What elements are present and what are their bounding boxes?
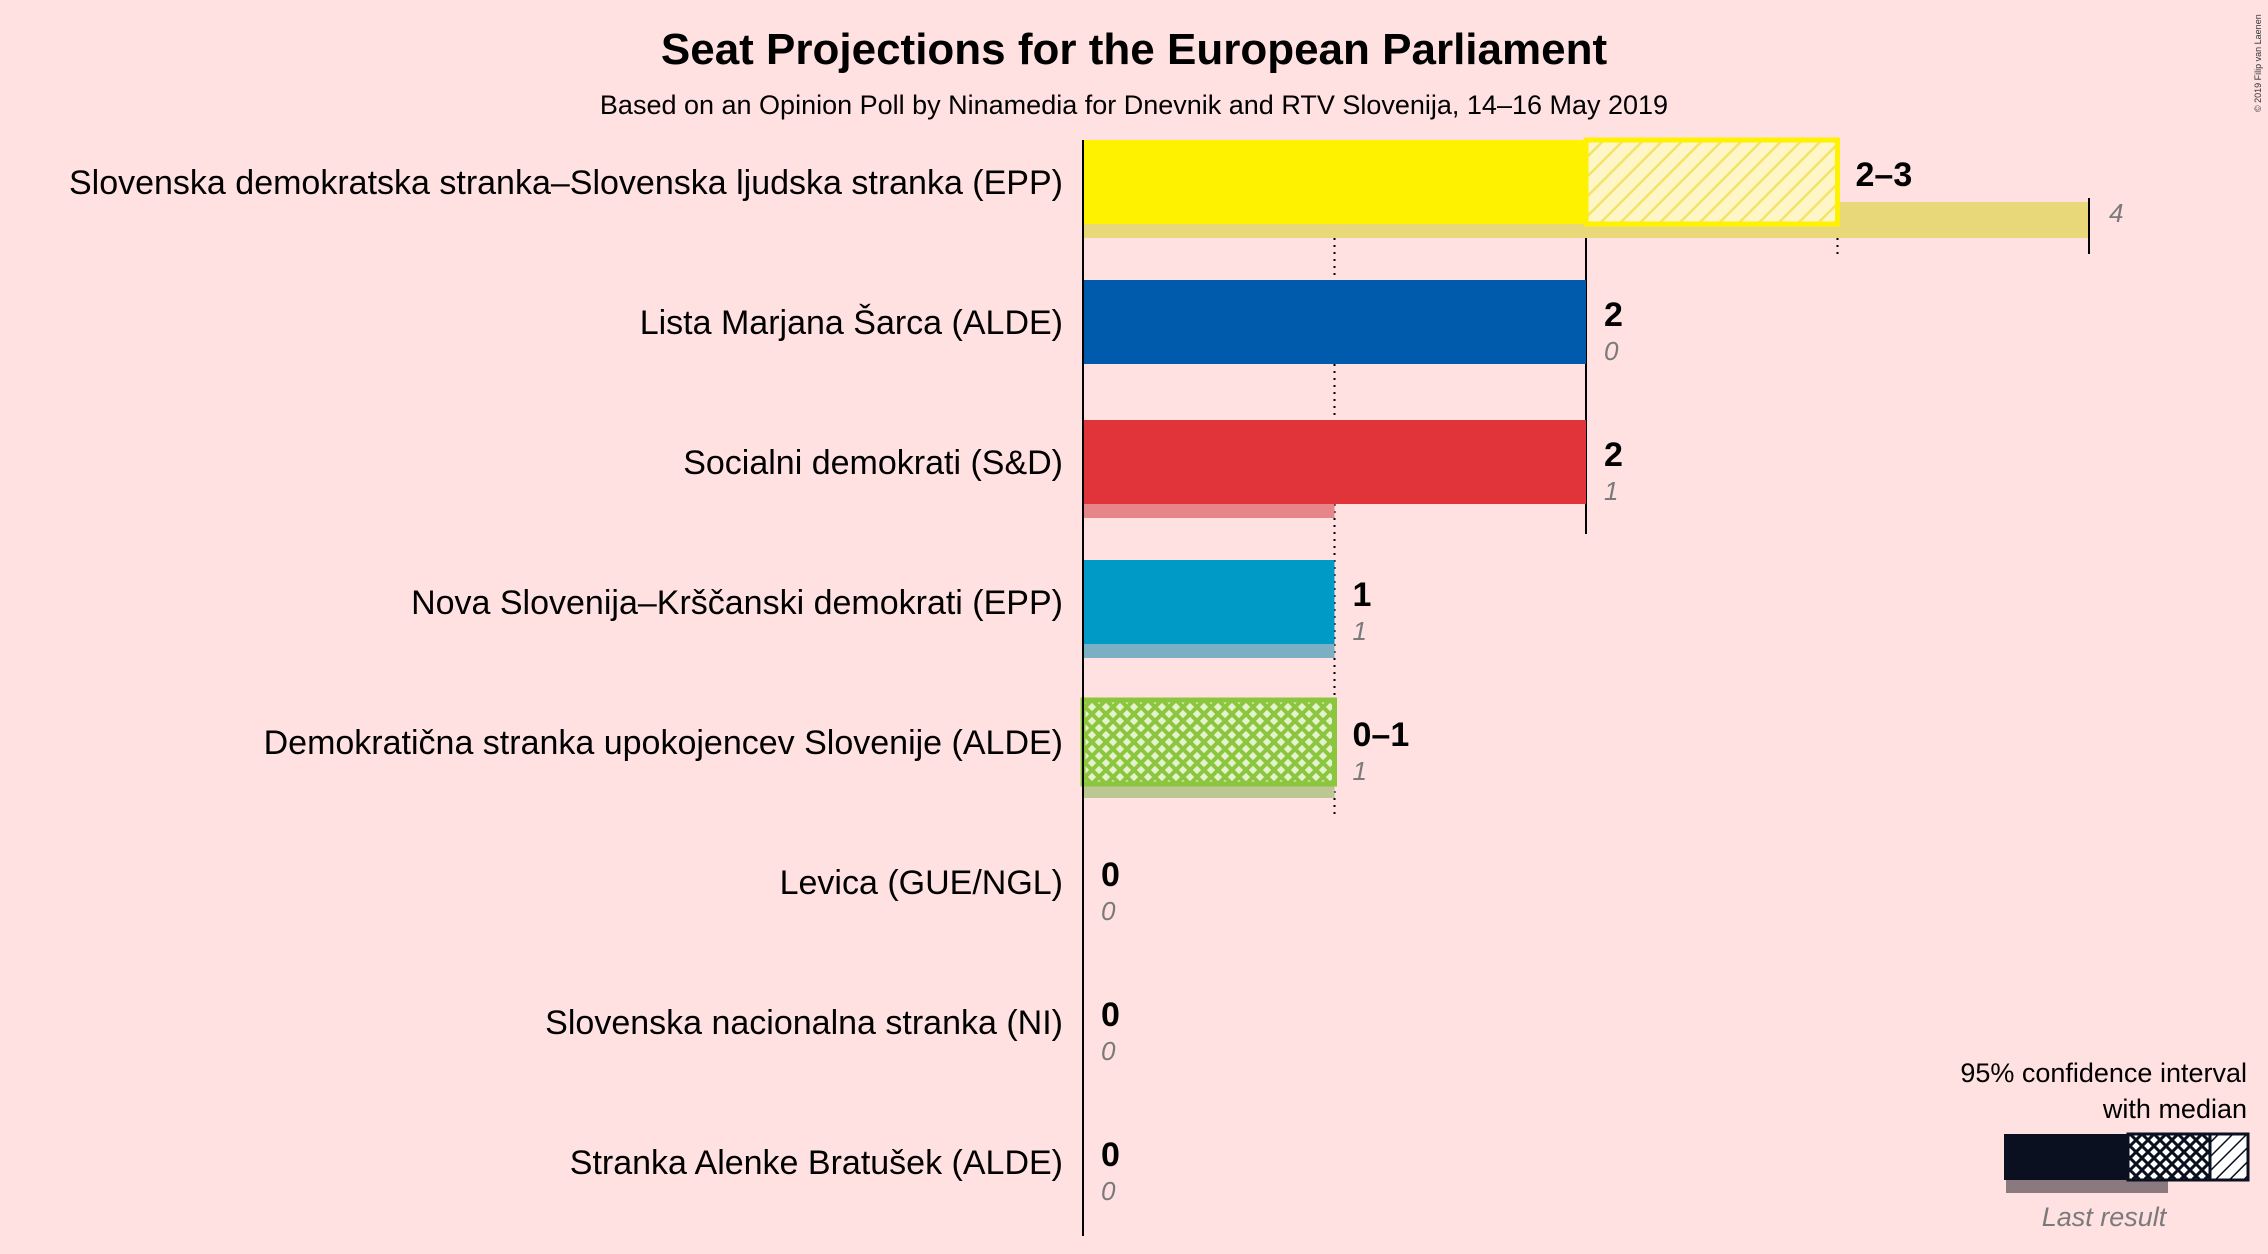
legend-solid-part (2004, 1134, 2128, 1180)
seat-range-label: 1 (1353, 576, 1372, 614)
projection-bar-interval (1583, 137, 1840, 227)
last-result-label: 1 (1604, 476, 1618, 506)
chart-title: Seat Projections for the European Parlia… (661, 25, 1608, 74)
copyright-notice: © 2019 Filip van Laenen (2253, 14, 2263, 112)
projection-bar-solid (1083, 420, 1586, 504)
legend: 95% confidence interval with median Last… (1960, 1058, 2250, 1232)
last-result-label: 0 (1101, 1036, 1116, 1066)
party-label: Slovenska nacionalna stranka (NI) (545, 1004, 1063, 1042)
seat-range-label: 2 (1604, 436, 1623, 474)
legend-line-2: with median (2102, 1094, 2247, 1124)
seat-range-label: 2 (1604, 296, 1623, 334)
last-result-label: 0 (1101, 1176, 1116, 1206)
party-label: Demokratična stranka upokojencev Sloveni… (264, 724, 1063, 762)
last-result-label: 0 (1604, 336, 1619, 366)
projection-bar-solid (1083, 280, 1586, 364)
seat-range-label: 0 (1101, 996, 1120, 1034)
last-result-label: 1 (1353, 616, 1367, 646)
party-label: Socialni demokrati (S&D) (683, 444, 1063, 482)
legend-hatch-part (2208, 1132, 2250, 1182)
legend-last-result-label: Last result (2042, 1202, 2168, 1232)
last-result-label: 1 (1353, 756, 1367, 786)
legend-crosshatch-part (2126, 1132, 2212, 1182)
projection-bar-solid (1083, 560, 1335, 644)
last-result-label: 0 (1101, 896, 1116, 926)
party-label: Stranka Alenke Bratušek (ALDE) (570, 1144, 1063, 1182)
party-label: Slovenska demokratska stranka–Slovenska … (69, 164, 1063, 202)
chart-subtitle: Based on an Opinion Poll by Ninamedia fo… (600, 90, 1668, 120)
projection-bar-interval (1080, 697, 1337, 787)
party-label: Lista Marjana Šarca (ALDE) (640, 304, 1063, 342)
projection-bar-solid (1083, 140, 1586, 224)
plot-area: Slovenska demokratska stranka–Slovenska … (69, 137, 2123, 1236)
party-label: Nova Slovenija–Krščanski demokrati (EPP) (411, 584, 1063, 622)
seat-range-label: 0 (1101, 856, 1120, 894)
seat-range-label: 2–3 (1856, 156, 1913, 194)
party-label: Levica (GUE/NGL) (780, 864, 1063, 902)
last-result-label: 4 (2109, 198, 2123, 228)
legend-line-1: 95% confidence interval (1960, 1058, 2247, 1088)
seat-range-label: 0 (1101, 1136, 1120, 1174)
seat-range-label: 0–1 (1353, 716, 1410, 754)
